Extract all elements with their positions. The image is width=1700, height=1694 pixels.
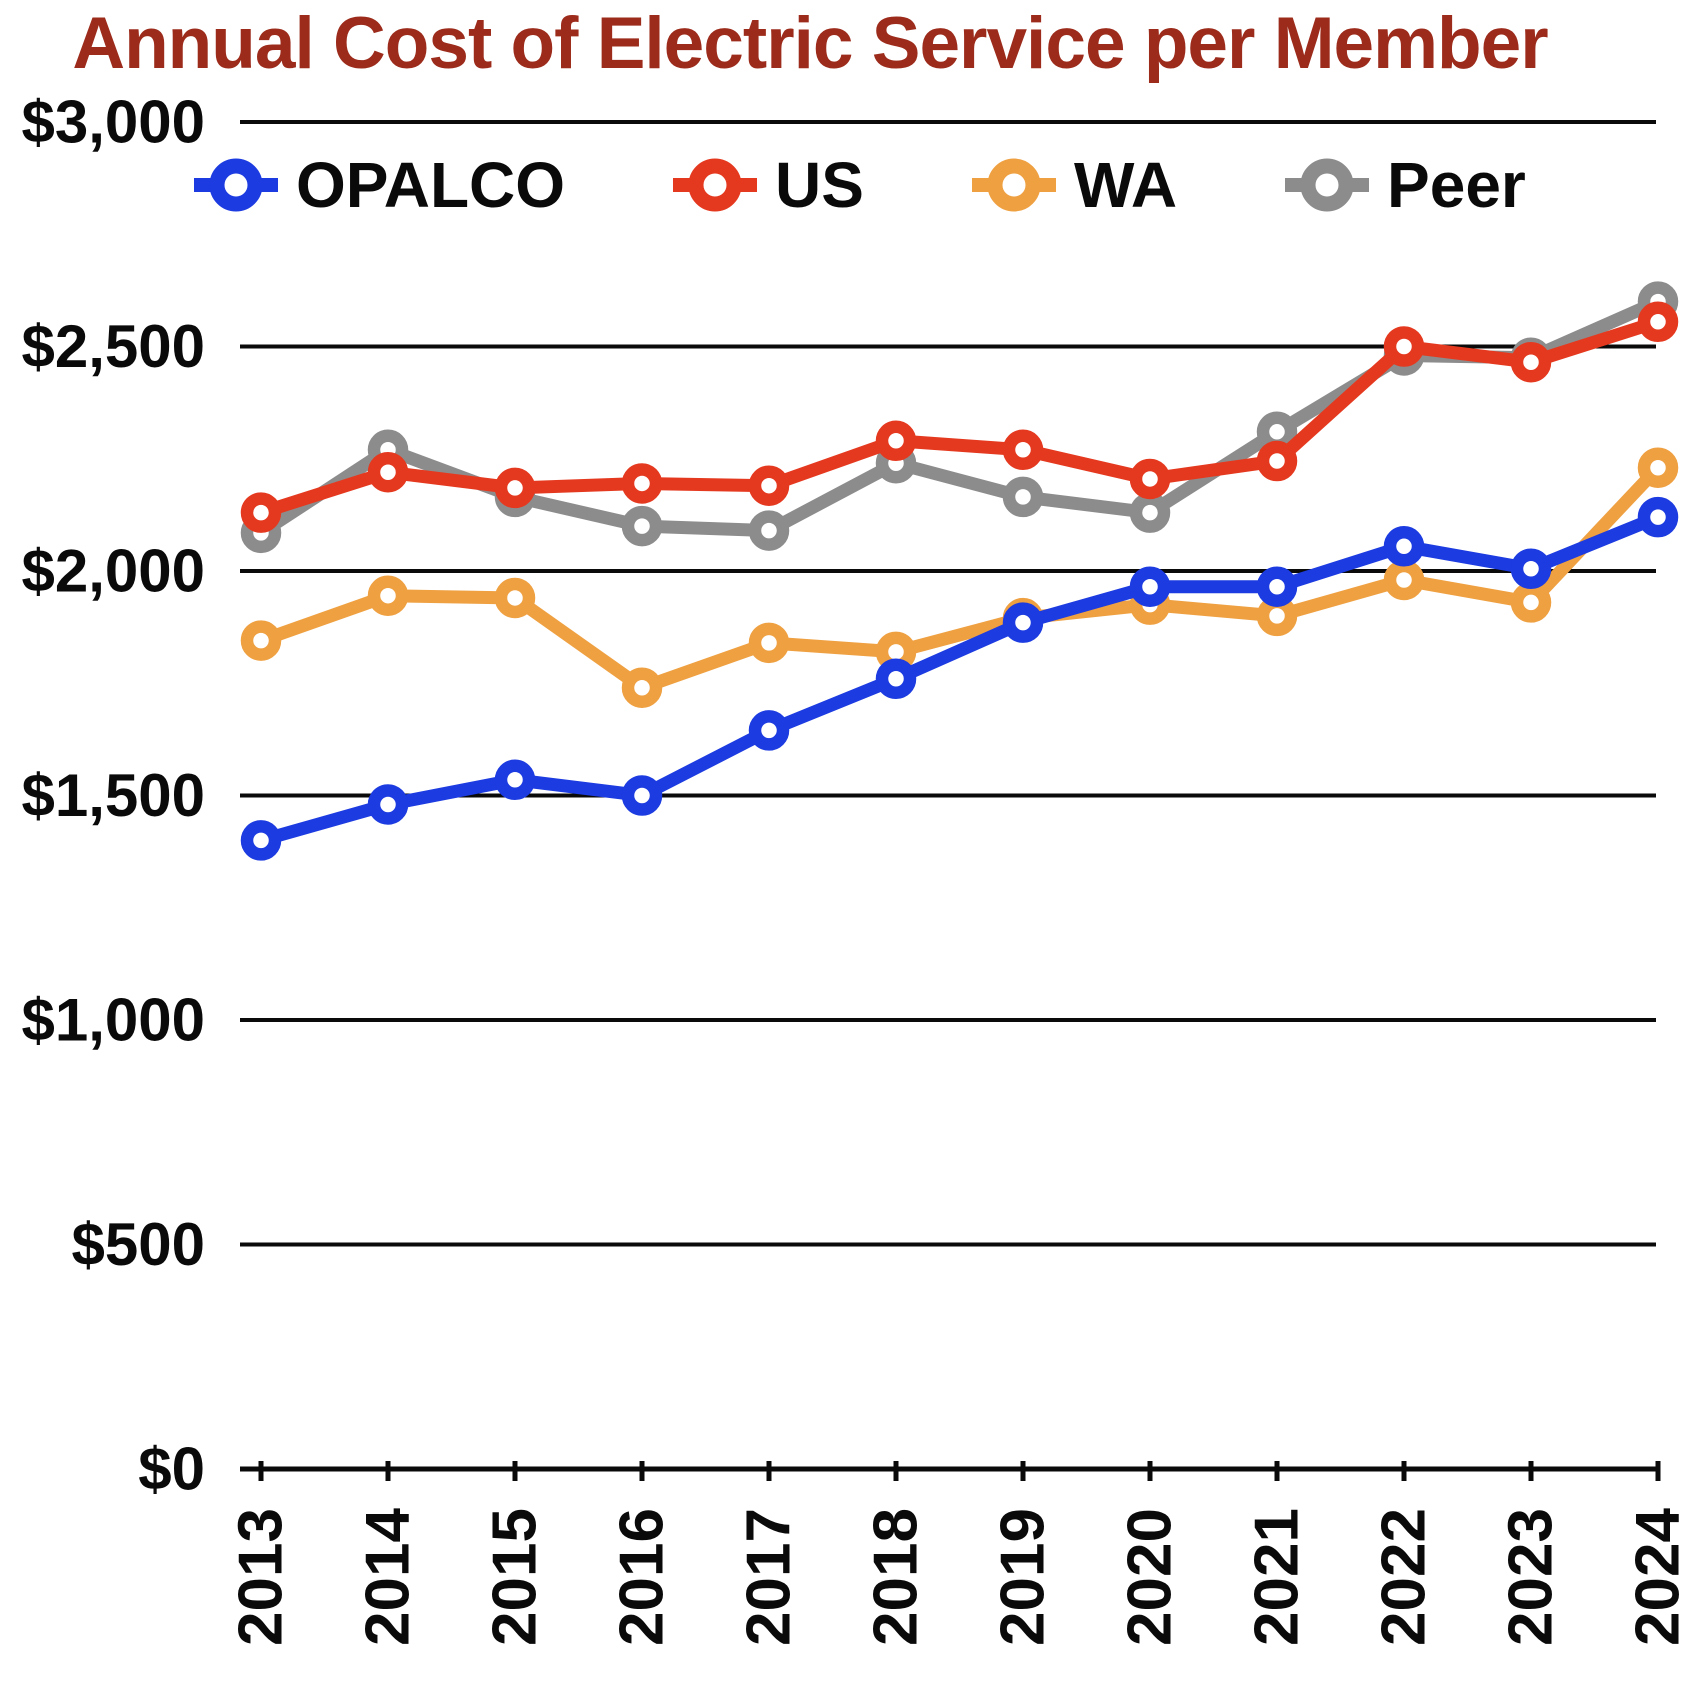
- series-line-Peer: [254, 295, 1665, 540]
- marker-OPALCO-2024: [1637, 496, 1679, 538]
- x-tick-label-2015: 2015: [481, 1508, 550, 1646]
- x-tick-label-2020: 2020: [1116, 1508, 1185, 1646]
- marker-WA-2013: [240, 620, 282, 661]
- x-tick-label-2021: 2021: [1243, 1508, 1312, 1646]
- marker-US-2014: [367, 451, 409, 493]
- marker-OPALCO-2015: [494, 759, 536, 801]
- y-tick-label-2500: $2,500: [21, 313, 205, 380]
- marker-US-2017: [748, 465, 790, 506]
- chart-title: Annual Cost of Electric Service per Memb…: [72, 3, 1548, 84]
- legend-label-peer: Peer: [1387, 149, 1526, 221]
- x-tick-label-2022: 2022: [1370, 1508, 1439, 1646]
- y-tick-label-2000: $2,000: [21, 538, 205, 605]
- legend-item-us: US: [673, 148, 864, 222]
- y-tick-label-3000: $3,000: [21, 89, 205, 156]
- marker-OPALCO-2020: [1129, 566, 1171, 607]
- marker-US-2016: [621, 463, 663, 504]
- marker-WA-2022: [1383, 559, 1425, 601]
- marker-US-2013: [240, 492, 282, 533]
- x-tick-label-2017: 2017: [735, 1508, 804, 1646]
- legend-item-opalco: OPALCO: [194, 148, 565, 222]
- marker-Peer-2020: [1129, 492, 1171, 533]
- marker-WA-2017: [748, 622, 790, 664]
- legend-item-peer: Peer: [1285, 148, 1526, 222]
- marker-OPALCO-2014: [367, 784, 409, 825]
- marker-Peer-2019: [1002, 476, 1044, 518]
- legend: OPALCO US WA Peer: [194, 148, 1526, 222]
- marker-WA-2024: [1637, 447, 1679, 488]
- y-tick-label-0: $0: [138, 1436, 205, 1503]
- marker-OPALCO-2018: [875, 658, 917, 700]
- x-tick-label-2013: 2013: [227, 1508, 296, 1646]
- x-tick-label-2024: 2024: [1624, 1507, 1693, 1645]
- x-tick-label-2019: 2019: [989, 1508, 1058, 1646]
- x-tick-label-2018: 2018: [862, 1508, 931, 1646]
- marker-OPALCO-2013: [240, 820, 282, 861]
- y-tick-label-500: $500: [72, 1211, 205, 1278]
- marker-US-2015: [494, 467, 536, 509]
- marker-WA-2023: [1510, 582, 1552, 623]
- series-line-US: [254, 315, 1665, 520]
- marker-OPALCO-2023: [1510, 548, 1552, 590]
- legend-marker-peer-icon: [1285, 158, 1370, 212]
- legend-marker-opalco-icon: [194, 158, 278, 212]
- y-tick-label-1500: $1,500: [21, 762, 205, 829]
- legend-item-wa: WA: [971, 148, 1178, 222]
- marker-US-2020: [1129, 458, 1171, 500]
- marker-WA-2014: [367, 575, 409, 616]
- x-tick-label-2023: 2023: [1497, 1508, 1566, 1646]
- y-tick-label-1000: $1,000: [21, 987, 205, 1054]
- marker-OPALCO-2022: [1383, 526, 1425, 567]
- marker-US-2022: [1383, 326, 1425, 367]
- marker-OPALCO-2019: [1002, 602, 1044, 643]
- marker-US-2024: [1637, 301, 1679, 343]
- marker-OPALCO-2016: [621, 775, 663, 816]
- marker-US-2018: [875, 420, 917, 462]
- x-tick-label-2014: 2014: [354, 1507, 423, 1645]
- series-line-WA: [254, 461, 1665, 695]
- legend-label-us: US: [775, 149, 864, 221]
- series-line-OPALCO: [254, 510, 1665, 847]
- marker-US-2023: [1510, 341, 1552, 383]
- legend-label-opalco: OPALCO: [296, 149, 566, 221]
- marker-WA-2015: [494, 577, 536, 619]
- x-tick-label-2016: 2016: [608, 1508, 677, 1646]
- marker-OPALCO-2017: [748, 710, 790, 751]
- marker-US-2019: [1002, 429, 1044, 471]
- legend-marker-us-icon: [673, 158, 758, 212]
- legend-label-wa: WA: [1073, 149, 1178, 221]
- marker-Peer-2016: [621, 505, 663, 547]
- marker-WA-2016: [621, 667, 663, 708]
- marker-OPALCO-2021: [1256, 566, 1298, 607]
- legend-marker-wa-icon: [971, 158, 1056, 212]
- marker-Peer-2017: [748, 510, 790, 551]
- marker-US-2021: [1256, 440, 1298, 482]
